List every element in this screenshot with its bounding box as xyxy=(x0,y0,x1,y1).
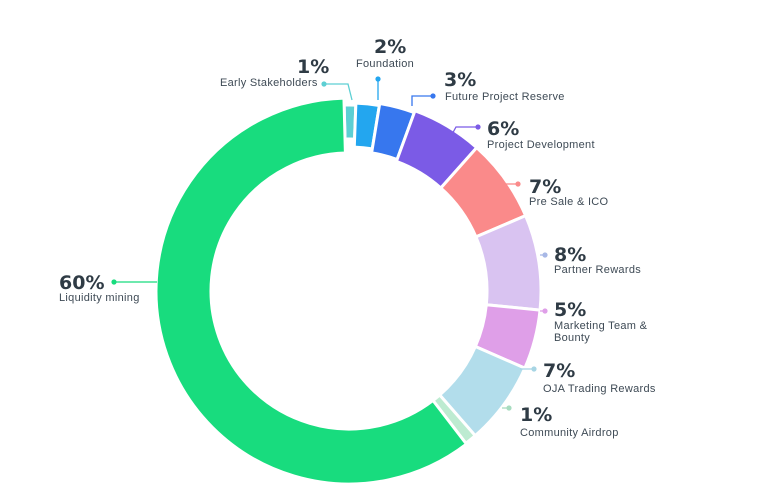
category-label-pre-sale-and-ico: Pre Sale & ICO xyxy=(529,196,609,208)
percent-label-pre-sale-and-ico: 7% xyxy=(529,176,561,198)
leader-dot-pre-sale-and-ico xyxy=(515,181,521,187)
percent-label-early-stakeholders: 1% xyxy=(297,56,329,78)
percent-label-community-airdrop: 1% xyxy=(520,404,552,426)
percent-label-oja-trading-rewards: 7% xyxy=(543,360,575,382)
leader-dot-early-stakeholders xyxy=(321,81,327,87)
category-label-early-stakeholders: Early Stakeholders xyxy=(220,77,318,89)
category-label-community-airdrop: Community Airdrop xyxy=(520,427,619,439)
slice-liquidity-mining xyxy=(154,96,468,486)
category-label-marketing-team-and-bounty-line2: Bounty xyxy=(554,332,590,344)
category-label-future-project-reserve: Future Project Reserve xyxy=(445,91,565,103)
category-label-liquidity-mining: Liquidity mining xyxy=(59,292,140,304)
leader-dot-liquidity-mining xyxy=(111,279,117,285)
category-label-oja-trading-rewards: OJA Trading Rewards xyxy=(543,383,656,395)
percent-label-liquidity-mining: 60% xyxy=(59,272,104,294)
leader-dot-project-development xyxy=(475,124,481,130)
leader-dot-community-airdrop xyxy=(506,405,512,411)
leader-dot-future-project-reserve xyxy=(430,93,436,99)
category-label-project-development: Project Development xyxy=(487,139,595,151)
leader-line-early-stakeholders xyxy=(324,83,353,101)
leader-line-project-development xyxy=(449,126,478,139)
category-label-foundation: Foundation xyxy=(356,58,414,70)
leader-dot-oja-trading-rewards xyxy=(531,366,537,372)
labels-group: 1%Early Stakeholders2%Foundation3%Future… xyxy=(59,36,656,439)
leader-dot-marketing-team-and-bounty xyxy=(542,308,548,314)
slices-group xyxy=(154,96,543,486)
percent-label-partner-rewards: 8% xyxy=(554,244,586,266)
percent-label-marketing-team-and-bounty: 5% xyxy=(554,299,586,321)
percent-label-foundation: 2% xyxy=(374,36,406,58)
leader-line-future-project-reserve xyxy=(411,95,433,106)
percent-label-future-project-reserve: 3% xyxy=(444,69,476,91)
category-label-marketing-team-and-bounty: Marketing Team & xyxy=(554,320,648,332)
leader-dot-partner-rewards xyxy=(542,252,548,258)
leader-lines-group xyxy=(111,76,548,411)
leader-dot-foundation xyxy=(375,76,381,82)
category-label-partner-rewards: Partner Rewards xyxy=(554,264,641,276)
percent-label-project-development: 6% xyxy=(487,118,519,140)
